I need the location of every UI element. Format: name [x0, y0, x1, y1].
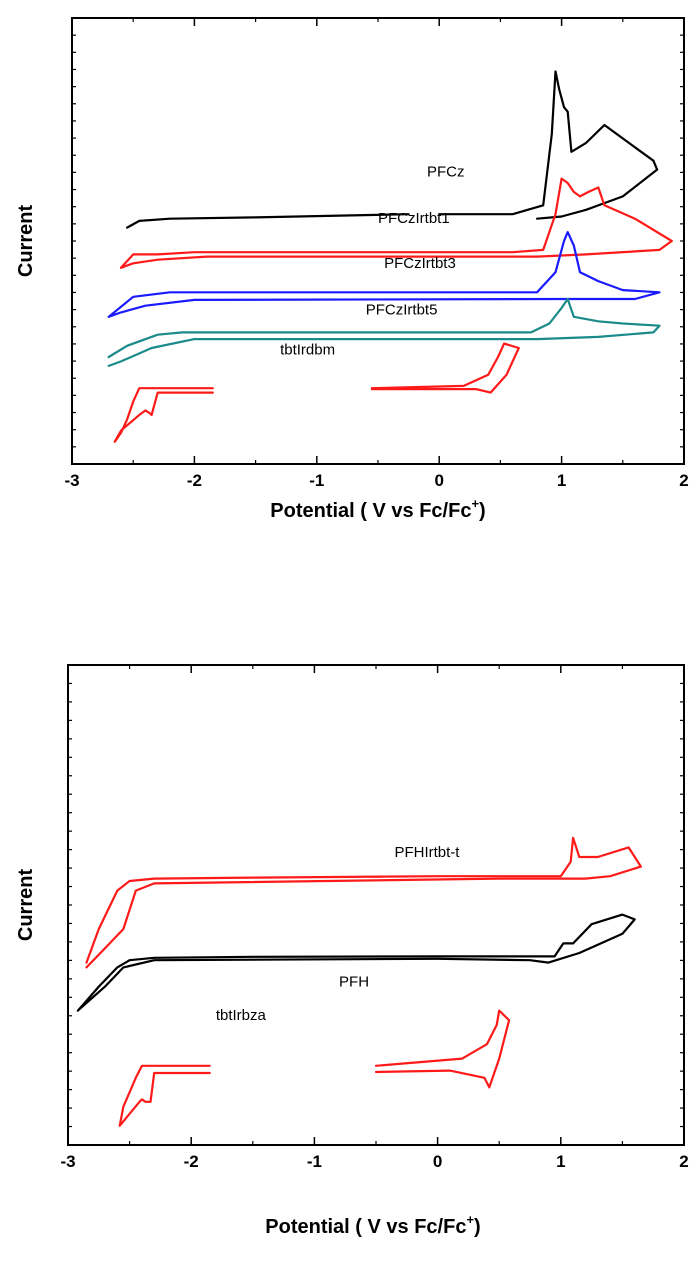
x-axis-title-close: ) — [474, 1216, 481, 1238]
y-axis-title: Current — [15, 205, 37, 278]
x-axis: -3 -2 -1 0 1 2 — [60, 665, 689, 1171]
series-line — [118, 1064, 211, 1127]
series-line — [107, 297, 661, 367]
x-tick-label: -1 — [309, 471, 324, 490]
x-tick-label: -1 — [307, 1152, 322, 1171]
x-tick-label: -2 — [184, 1152, 199, 1171]
x-tick-label: 1 — [556, 1152, 565, 1171]
curve-label: PFCzIrtbt5 — [366, 302, 438, 319]
x-axis: -3 -2 -1 0 1 2 — [64, 18, 689, 490]
x-axis-title-sup: + — [471, 496, 479, 511]
x-tick-label: -3 — [60, 1152, 75, 1171]
series-line — [76, 913, 636, 1012]
chart-panel-bottom: -3 -2 -1 0 1 2 PFHIrtbt-t PFH tbtIrbza Potentia… — [15, 664, 689, 1238]
curve-labels: PFCz PFCzIrtbt1 PFCzIrtbt3 PFCzIrtbt5 tbtIrd… — [280, 163, 464, 358]
series-line — [113, 387, 214, 443]
curve-label: PFCz — [427, 163, 465, 180]
x-axis-title-main: Potential ( V vs Fc/Fc — [270, 500, 471, 522]
series-line — [374, 1009, 511, 1089]
y-axis — [68, 682, 684, 1128]
series-line — [119, 177, 673, 269]
x-tick-label: -2 — [187, 471, 202, 490]
curve-label: PFCzIrtbt1 — [378, 210, 450, 227]
x-axis-title: Potential ( V vs Fc/Fc+) — [265, 1212, 480, 1238]
x-tick-label: 2 — [679, 471, 688, 490]
series-line — [107, 231, 661, 318]
x-tick-label: 1 — [557, 471, 566, 490]
x-axis-title-sup: + — [466, 1212, 474, 1227]
x-tick-label: 0 — [433, 1152, 442, 1171]
series-layer — [76, 836, 642, 1127]
y-axis-title: Current — [15, 869, 37, 942]
plot-frame — [71, 17, 685, 465]
y-axis — [72, 34, 684, 448]
curve-label: PFCzIrtbt3 — [384, 255, 456, 272]
curve-label: PFH — [339, 974, 369, 991]
x-tick-label: 0 — [434, 471, 443, 490]
x-axis-title-main: Potential ( V vs Fc/Fc — [265, 1216, 466, 1238]
series-line — [126, 70, 659, 229]
curve-labels: PFHIrtbt-t PFH tbtIrbza — [216, 844, 460, 1024]
curve-label: tbtIrdbm — [280, 342, 335, 359]
series-line — [370, 342, 520, 394]
x-tick-label: 2 — [679, 1152, 688, 1171]
x-axis-title: Potential ( V vs Fc/Fc+) — [270, 496, 485, 522]
series-layer — [107, 70, 673, 443]
x-tick-label: -3 — [64, 471, 79, 490]
chart-panel-top: -3 -2 -1 0 1 2 PFCz PFCzIrtbt1 PFCzIrtbt3 PFCzIr… — [15, 17, 689, 522]
x-axis-title-close: ) — [479, 500, 486, 522]
series-line — [85, 836, 642, 969]
curve-label: PFHIrtbt-t — [394, 844, 460, 861]
curve-label: tbtIrbza — [216, 1007, 267, 1024]
